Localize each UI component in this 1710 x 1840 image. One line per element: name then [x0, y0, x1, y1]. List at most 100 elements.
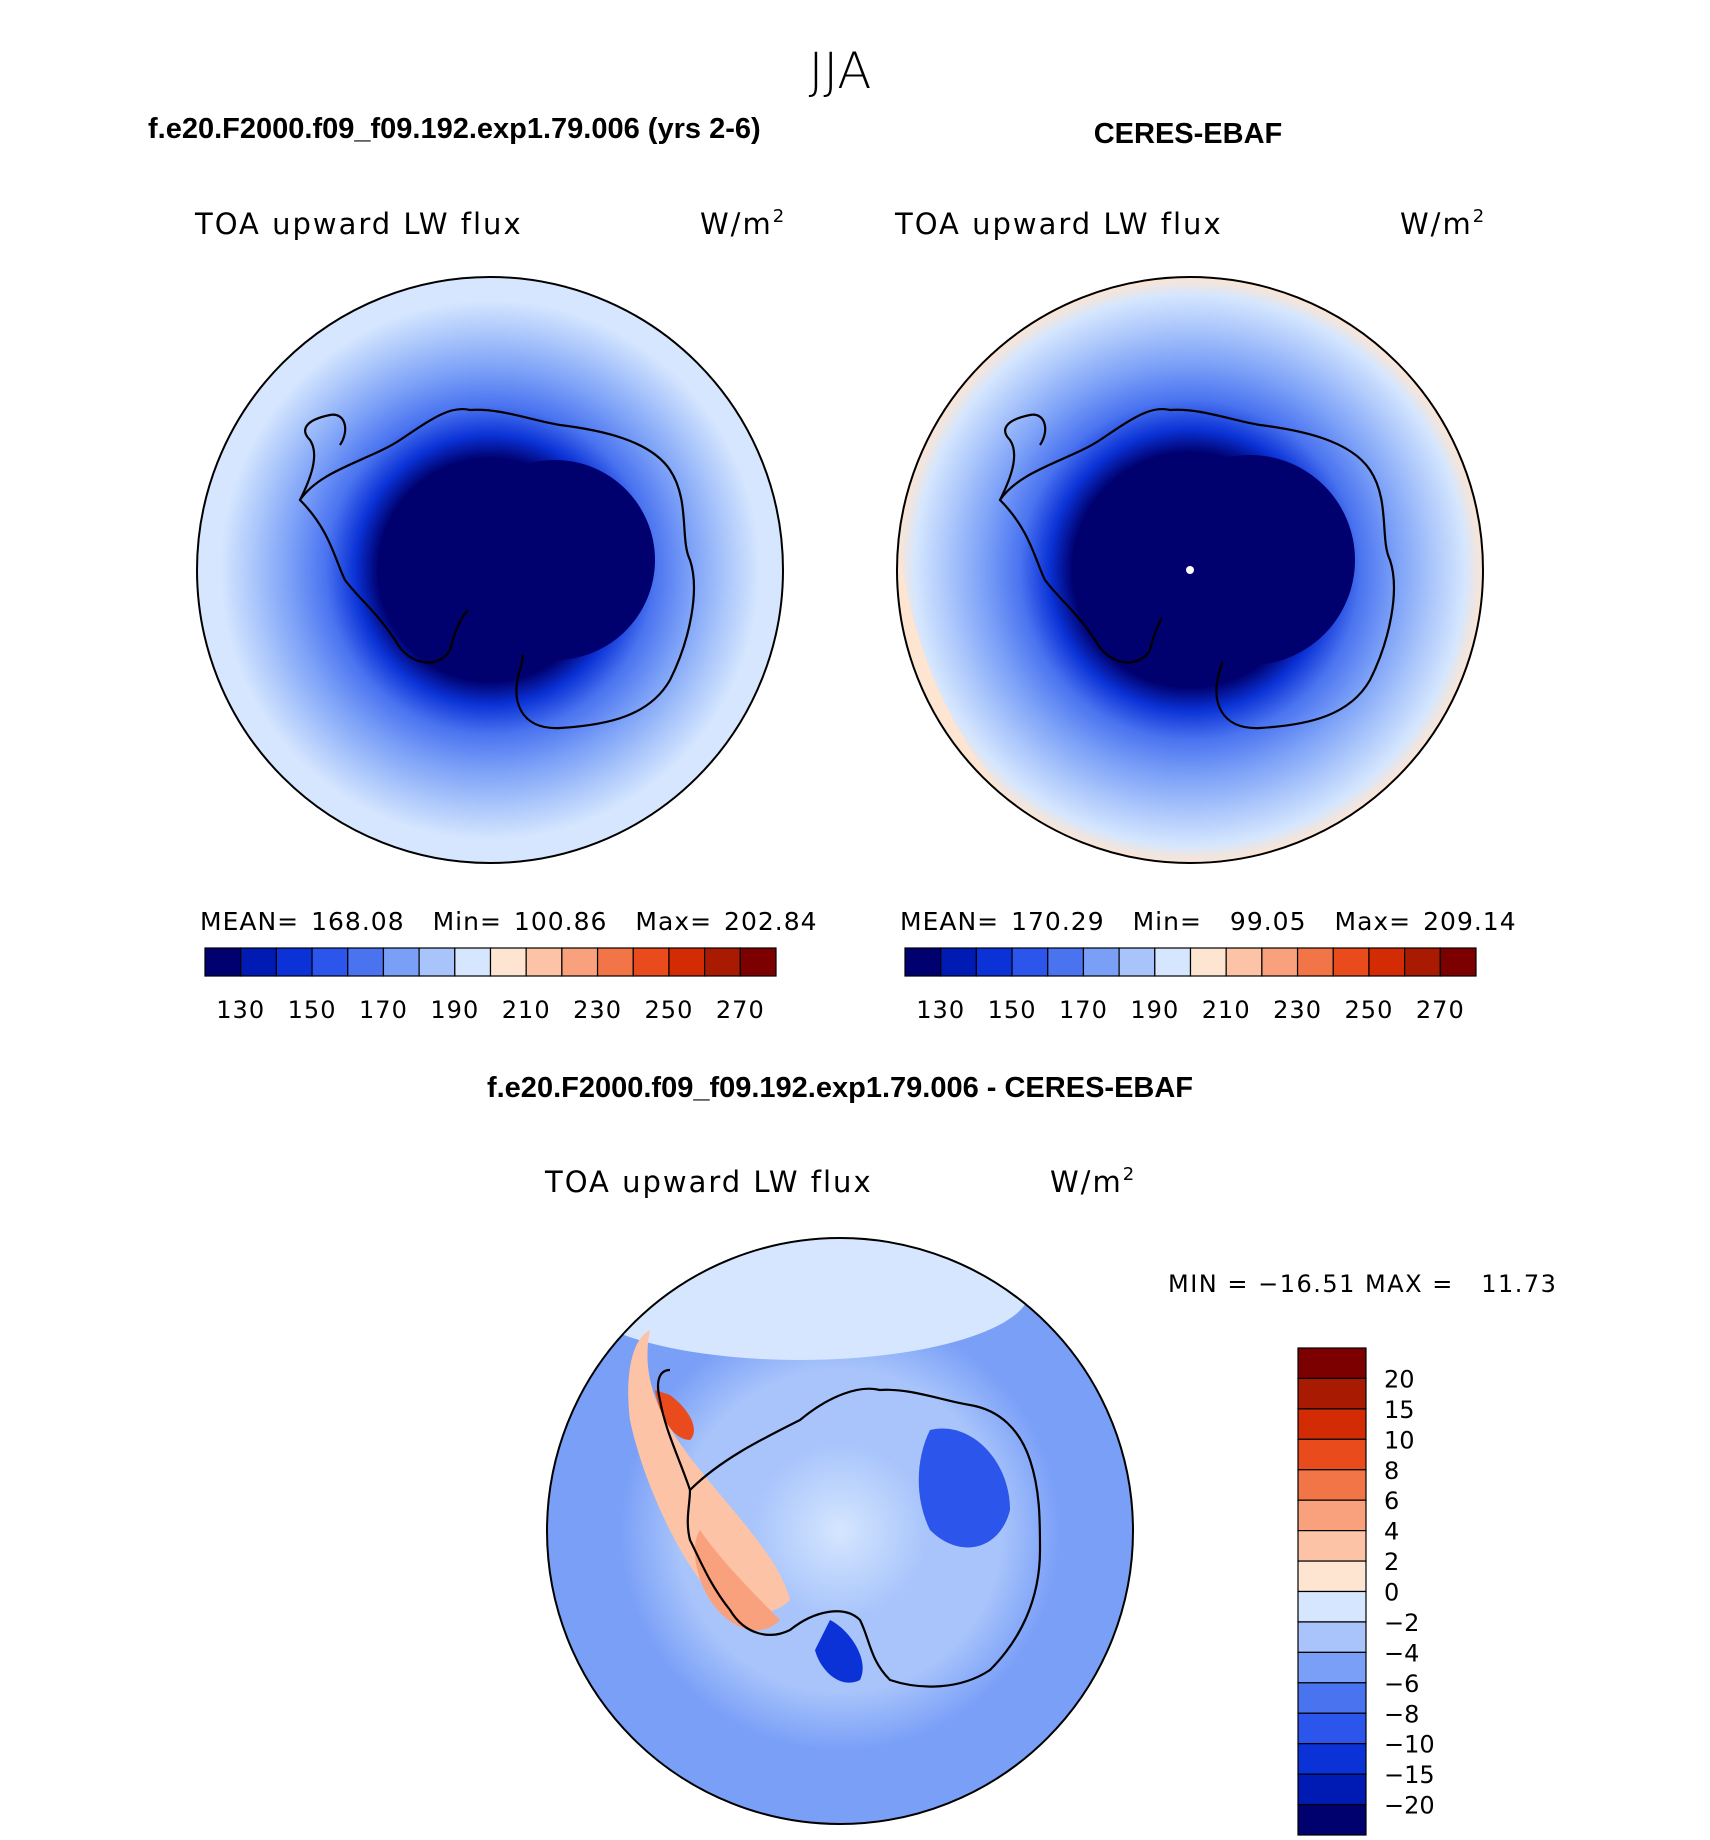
diff-colorbar-box — [1297, 1530, 1367, 1562]
diff-colorbar-tick-label: −15 — [1384, 1761, 1435, 1789]
diff-colorbar-tick-label: −10 — [1384, 1731, 1435, 1759]
model-colorbar: 130 150 170 190 210 230 250 270 — [204, 947, 777, 1024]
diff-colorbar-tick-label: 4 — [1384, 1518, 1399, 1546]
obs-colorbar-box — [1439, 947, 1477, 977]
obs-colorbar-box — [1404, 947, 1441, 977]
obs-colorbar-box — [975, 947, 1013, 977]
diff-ross-cold-region — [815, 1620, 863, 1683]
model-colorbar-box — [275, 947, 313, 977]
obs-colorbar-box — [1296, 947, 1334, 977]
model-antarctica-outline — [298, 407, 696, 730]
diff-colorbar-tick-label: 10 — [1384, 1426, 1415, 1454]
obs-colorbar-box — [1368, 947, 1406, 977]
model-colorbar-box — [704, 947, 741, 977]
diff-panel: f.e20.F2000.f09_f09.192.exp1.79.006 - CE… — [487, 1072, 1557, 1836]
diff-colorbar-box — [1297, 1499, 1367, 1532]
diff-range-text: MIN = −16.51 MAX = 11.73 — [1168, 1270, 1557, 1298]
model-colorbar-tick-label: 190 — [430, 996, 479, 1024]
obs-colorbar-box — [1118, 947, 1156, 977]
model-colorbar-box — [561, 947, 599, 977]
diff-colorbar-box — [1297, 1712, 1367, 1745]
model-case-title: f.e20.F2000.f09_f09.192.exp1.79.006 (yrs… — [148, 113, 761, 145]
model-colorbar-box — [489, 947, 527, 977]
model-variable-label: TOA upward LW flux — [194, 207, 523, 241]
obs-colorbar-box — [904, 947, 942, 977]
obs-colorbar-tick-label: 190 — [1130, 996, 1179, 1024]
model-map — [197, 277, 783, 863]
diff-colorbar-tick-label: −2 — [1384, 1609, 1419, 1637]
diff-map-field — [547, 1238, 1133, 1824]
obs-colorbar-tick-label: 230 — [1273, 996, 1322, 1024]
diff-colorbar-box — [1297, 1743, 1367, 1775]
diff-colorbar-box — [1297, 1682, 1367, 1714]
model-colorbar-box — [418, 947, 456, 977]
obs-interior-blob — [1145, 455, 1355, 665]
diff-colorbar-tick-label: 6 — [1384, 1487, 1399, 1515]
model-units-label: W/m2 — [700, 206, 786, 241]
obs-antarctica-outline — [998, 407, 1396, 730]
diff-colorbar-tick-label: −20 — [1384, 1792, 1435, 1820]
model-colorbar-tick-label: 270 — [716, 996, 765, 1024]
diff-colorbar-tick-label: 0 — [1384, 1579, 1399, 1607]
diff-variable-label: TOA upward LW flux — [544, 1165, 873, 1199]
model-colorbar-tick-label: 150 — [288, 996, 337, 1024]
obs-colorbar-box — [1082, 947, 1120, 977]
obs-colorbar-box — [1332, 947, 1370, 977]
diff-colorbar-tick-label: −8 — [1384, 1700, 1419, 1728]
diff-colorbar-box — [1297, 1377, 1367, 1410]
obs-colorbar-tick-label: 210 — [1202, 996, 1251, 1024]
model-panel: f.e20.F2000.f09_f09.192.exp1.79.006 (yrs… — [148, 113, 818, 1024]
diff-colorbar-box — [1297, 1469, 1367, 1501]
obs-colorbar-tick-label: 170 — [1059, 996, 1108, 1024]
obs-colorbar: 130 150 170 190 210 230 250 270 — [904, 947, 1477, 1024]
diff-peninsula-warm-region — [628, 1330, 790, 1614]
obs-panel: CERES-EBAF TOA upward LW flux W/m2 MEAN=… — [894, 118, 1517, 1024]
model-antarctic-peninsula-outline — [299, 413, 347, 501]
model-colorbar-box — [596, 947, 634, 977]
obs-colorbar-box — [1047, 947, 1085, 977]
model-colorbar-tick-label: 170 — [359, 996, 408, 1024]
obs-colorbar-box — [1225, 947, 1263, 977]
model-colorbar-tick-label: 210 — [502, 996, 551, 1024]
diff-colorbar-tick-label: 15 — [1384, 1396, 1415, 1424]
diff-colorbar-box — [1297, 1408, 1367, 1440]
diff-units-label: W/m2 — [1050, 1164, 1136, 1199]
diff-antarctic-peninsula-outline — [656, 1368, 692, 1491]
model-colorbar-box — [668, 947, 706, 977]
diff-peninsula-hot-spot — [655, 1390, 694, 1440]
diff-colorbar-box — [1297, 1651, 1367, 1684]
obs-colorbar-tick-label: 130 — [916, 996, 965, 1024]
diff-colorbar-box — [1297, 1438, 1367, 1471]
figure-title: JJA — [809, 42, 872, 100]
obs-colorbar-box — [940, 947, 977, 977]
diff-west-warm-region — [694, 1530, 780, 1631]
diff-east-cold-region — [918, 1428, 1010, 1548]
diff-colorbar-box — [1297, 1803, 1367, 1836]
obs-variable-label: TOA upward LW flux — [894, 207, 1223, 241]
diff-colorbar-box — [1297, 1590, 1367, 1623]
model-colorbar-box — [739, 947, 777, 977]
model-stats: MEAN= 168.08 Min= 100.86 Max= 202.84 — [200, 907, 818, 936]
obs-units-label: W/m2 — [1400, 206, 1486, 241]
obs-case-title: CERES-EBAF — [1094, 118, 1283, 150]
model-colorbar-box — [454, 947, 492, 977]
diff-map-border — [546, 1237, 1134, 1825]
diff-colorbar-box — [1297, 1347, 1367, 1380]
obs-map — [897, 277, 1483, 863]
model-colorbar-box — [240, 947, 277, 977]
model-map-border — [196, 276, 784, 864]
diff-colorbar-tick-label: −4 — [1384, 1639, 1419, 1667]
obs-colorbar-box — [1154, 947, 1192, 977]
obs-colorbar-box — [1261, 947, 1299, 977]
obs-stats: MEAN= 170.29 Min= 99.05 Max= 209.14 — [900, 907, 1517, 936]
diff-map — [547, 1238, 1133, 1824]
obs-colorbar-tick-label: 270 — [1416, 996, 1465, 1024]
diff-colorbar-tick-label: −6 — [1384, 1670, 1419, 1698]
diff-colorbar-tick-label: 2 — [1384, 1548, 1399, 1576]
model-colorbar-tick-label: 130 — [216, 996, 265, 1024]
obs-pole-marker — [1186, 566, 1194, 574]
model-colorbar-box — [382, 947, 420, 977]
model-colorbar-box — [632, 947, 670, 977]
